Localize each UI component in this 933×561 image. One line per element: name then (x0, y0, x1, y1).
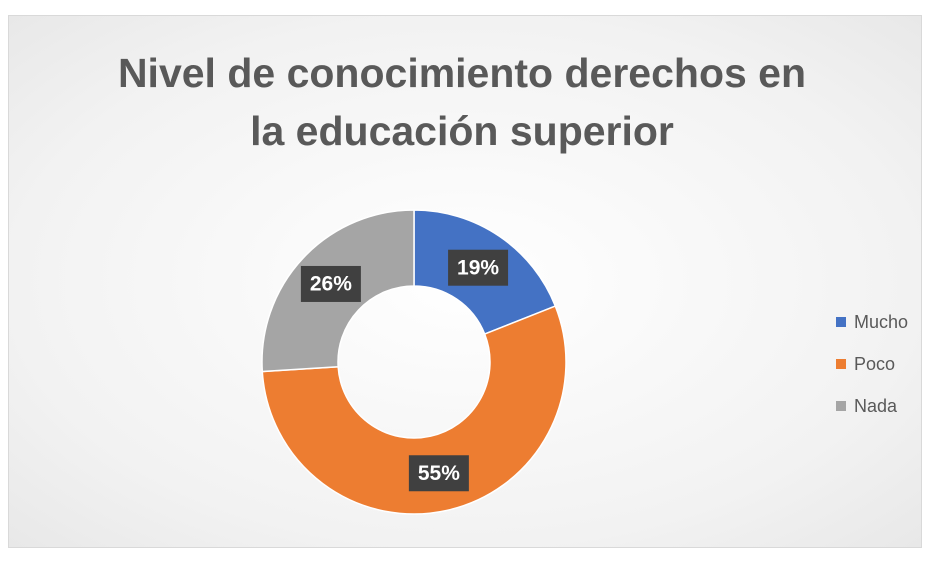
data-label-box (300, 265, 361, 302)
data-label: 26% (310, 273, 352, 296)
legend-label: Nada (854, 396, 898, 416)
donut-segment (261, 305, 567, 515)
legend-swatch (836, 317, 846, 327)
data-label-box (408, 455, 469, 492)
legend-label: Poco (854, 354, 895, 374)
legend-label: Mucho (854, 312, 908, 332)
data-label: 19% (457, 256, 499, 279)
legend-swatch (836, 359, 846, 369)
chart-title: Nivel de conocimiento derechos en la edu… (117, 50, 807, 154)
legend-swatch (836, 401, 846, 411)
data-label-box (448, 249, 509, 286)
data-label: 55% (418, 462, 460, 485)
